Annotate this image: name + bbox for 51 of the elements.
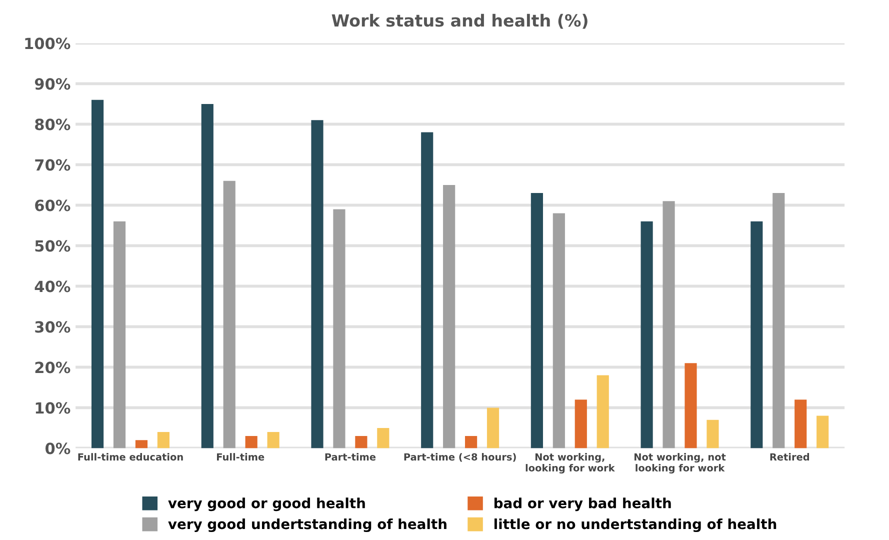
x-tick-label: Not working, not looking for work xyxy=(634,453,726,474)
bar xyxy=(311,120,324,448)
legend-label: little or no undertstanding of health xyxy=(494,518,776,532)
y-tick-label: 90% xyxy=(34,78,70,90)
y-tick-label: 100% xyxy=(25,38,70,50)
y-tick-label: 20% xyxy=(35,362,70,374)
bar xyxy=(267,432,280,448)
y-tick-label: 0% xyxy=(45,442,70,454)
bar xyxy=(245,436,258,448)
bar xyxy=(223,180,236,448)
bar xyxy=(684,363,697,448)
y-tick-label: 40% xyxy=(34,280,70,292)
x-tick-label: Full-time education xyxy=(78,453,183,461)
legend-label: very good undertstanding of health xyxy=(168,518,446,532)
legend-label: very good or good health xyxy=(168,498,365,512)
chart-title: Work status and health (%) xyxy=(332,14,588,29)
bar xyxy=(201,104,214,448)
bar xyxy=(772,193,785,448)
bar xyxy=(113,221,126,448)
bar xyxy=(157,432,170,448)
bar xyxy=(596,375,609,448)
y-tick-label: 70% xyxy=(35,159,70,171)
y-tick-label: 10% xyxy=(36,402,70,414)
bar xyxy=(377,428,390,448)
bar xyxy=(706,420,719,448)
bar xyxy=(355,436,368,448)
bar xyxy=(443,184,456,448)
x-tick-label: Full-time xyxy=(217,453,264,461)
bar xyxy=(91,100,104,448)
y-tick-label: 80% xyxy=(35,118,70,130)
bar xyxy=(421,132,434,448)
legend-label: bad or very bad health xyxy=(494,498,671,512)
bar xyxy=(794,400,807,448)
bar xyxy=(465,436,478,448)
bar xyxy=(135,440,148,448)
bar xyxy=(662,201,675,448)
bar xyxy=(640,221,653,448)
y-tick-label: 60% xyxy=(35,200,70,212)
x-tick-label: Retired xyxy=(770,453,810,461)
bar xyxy=(530,193,543,448)
bar xyxy=(574,400,587,448)
x-tick-label: Part-time xyxy=(325,453,376,461)
bar xyxy=(552,213,565,448)
x-tick-label: Part-time (<8 hours) xyxy=(404,453,516,462)
bar xyxy=(816,416,829,448)
bar xyxy=(486,408,500,448)
bar xyxy=(750,221,763,448)
bar xyxy=(333,209,346,448)
y-tick-label: 50% xyxy=(35,240,70,252)
x-tick-label: Not working, looking for work xyxy=(526,453,615,474)
y-tick-label: 30% xyxy=(35,321,70,333)
